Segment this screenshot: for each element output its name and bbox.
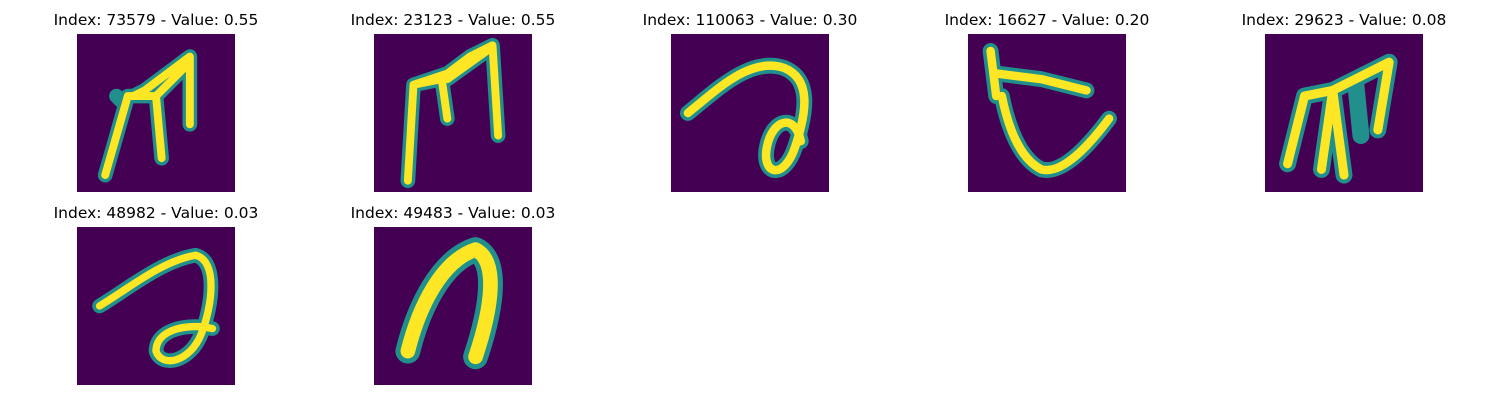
cell-title: Index: 23123 - Value: 0.55 <box>350 11 556 29</box>
digit-image <box>671 34 829 192</box>
digit-image <box>968 34 1126 192</box>
cell-title: Index: 110063 - Value: 0.30 <box>642 11 858 29</box>
cell-title: Index: 16627 - Value: 0.20 <box>944 11 1150 29</box>
digit-cell-7: Index: 49483 - Value: 0.03 <box>328 193 578 385</box>
digit-image <box>374 34 532 192</box>
cell-title: Index: 73579 - Value: 0.55 <box>53 11 259 29</box>
digit-cell-4: Index: 16627 - Value: 0.20 <box>922 0 1172 192</box>
digit-cell-2: Index: 23123 - Value: 0.55 <box>328 0 578 192</box>
cell-title: Index: 48982 - Value: 0.03 <box>53 204 259 222</box>
digit-image <box>77 34 235 192</box>
digit-image <box>374 227 532 385</box>
digit-image <box>1265 34 1423 192</box>
cell-title: Index: 29623 - Value: 0.08 <box>1241 11 1447 29</box>
digit-cell-1: Index: 73579 - Value: 0.55 <box>31 0 281 192</box>
cell-title: Index: 49483 - Value: 0.03 <box>350 204 556 222</box>
digit-cell-5: Index: 29623 - Value: 0.08 <box>1219 0 1469 192</box>
digit-cell-3: Index: 110063 - Value: 0.30 <box>625 0 875 192</box>
digit-cell-6: Index: 48982 - Value: 0.03 <box>31 193 281 385</box>
digit-image <box>77 227 235 385</box>
